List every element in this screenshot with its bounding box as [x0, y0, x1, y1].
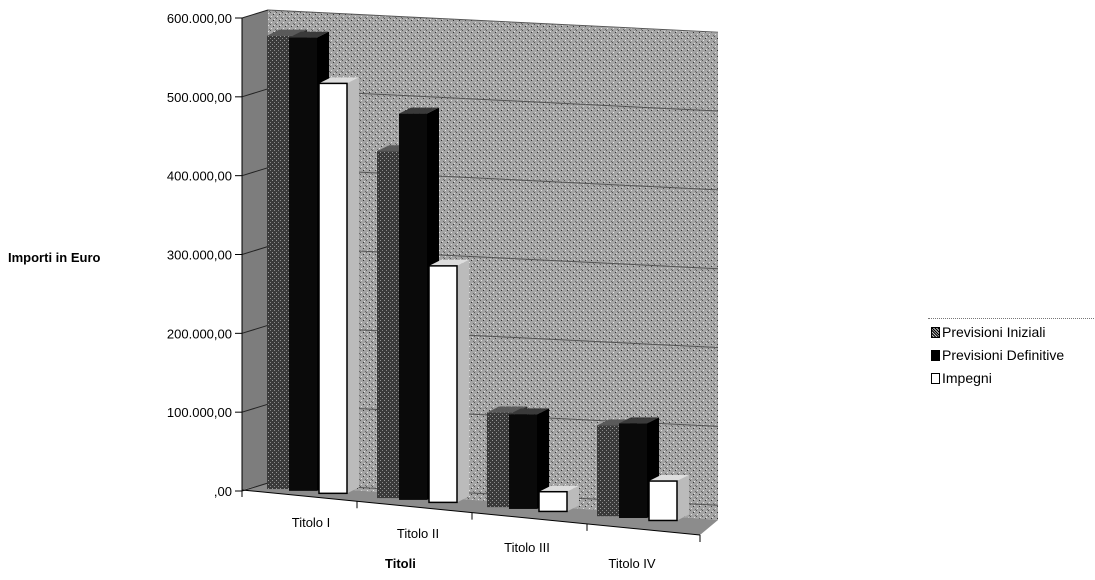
bar-impegni-4-top [649, 475, 689, 482]
x-tick-label: Titolo IV [608, 556, 656, 571]
bar-previsioni-definitive-1 [289, 37, 317, 491]
legend-label: Previsioni Iniziali [942, 324, 1046, 340]
y-tick-label: 600.000,00 [167, 11, 232, 26]
bar-impegni-1-top [319, 77, 359, 84]
legend-item-impegni: Impegni [931, 368, 1095, 388]
bar-impegni-4-side [677, 475, 689, 521]
y-tick-label: ,00 [214, 484, 232, 499]
gridline [241, 246, 269, 255]
bar-previsioni-definitive-4 [619, 423, 647, 518]
gridline [241, 324, 269, 334]
legend-swatch-icon [931, 349, 940, 361]
legend-label: Impegni [942, 370, 992, 386]
y-tick-label: 200.000,00 [167, 326, 232, 341]
x-axis-line [241, 489, 701, 536]
bar-previsioni-definitive-2-top [399, 107, 439, 114]
x-tick-label: Titolo III [504, 540, 550, 555]
gridline [241, 403, 269, 413]
legend-swatch-icon [931, 326, 940, 338]
bar-impegni-3 [538, 490, 568, 513]
bar-impegni-1-side [347, 77, 359, 494]
gridline [241, 88, 269, 98]
gridline [241, 482, 269, 492]
y-tick-label: 100.000,00 [167, 405, 232, 420]
x-axis-label: Titoli [385, 556, 416, 571]
floor [242, 483, 718, 535]
bar-previsioni-definitive-3-top [509, 408, 549, 415]
bar-previsioni-definitive-1-top [289, 31, 329, 38]
gridline [267, 9, 719, 33]
bar-previsioni-definitive-3 [509, 414, 537, 509]
bar-impegni-2 [428, 265, 458, 504]
bar-impegni-4 [648, 480, 678, 522]
legend-item-previsioni-definitive: Previsioni Definitive [931, 345, 1095, 365]
bar-previsioni-definitive-4-top [619, 417, 659, 424]
gridline [241, 167, 269, 177]
bar-impegni-2-side [457, 259, 469, 503]
legend-item-previsioni-iniziali: Previsioni Iniziali [931, 322, 1095, 342]
y-tick-label: 500.000,00 [167, 90, 232, 105]
bar-impegni-3-side [567, 485, 579, 512]
bar-impegni-1 [318, 82, 348, 495]
bar-impegni-2-top [429, 259, 469, 266]
legend: Previsioni Iniziali Previsioni Definitiv… [928, 318, 1095, 398]
bar-impegni-3-top [539, 485, 579, 492]
legend-swatch-icon [931, 372, 940, 384]
legend-label: Previsioni Definitive [942, 347, 1065, 363]
y-axis-label: Importi in Euro [8, 250, 101, 265]
gridline [241, 9, 269, 19]
y-tick-label: 300.000,00 [167, 248, 232, 263]
x-tick-label: Titolo II [397, 526, 439, 541]
x-tick-label: Titolo I [292, 515, 331, 530]
y-tick-label: 400.000,00 [167, 169, 232, 184]
bar-previsioni-definitive-2 [399, 113, 427, 500]
bar-previsioni-definitive-3-side [537, 408, 549, 509]
